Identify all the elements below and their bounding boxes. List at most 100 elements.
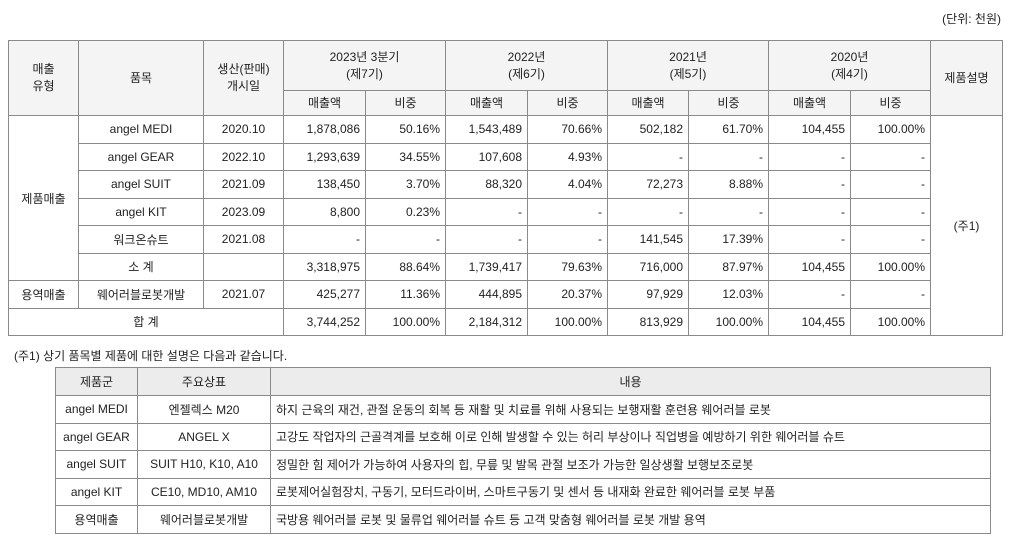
cell: 813,929 bbox=[607, 307, 690, 336]
cell: angel KIT bbox=[78, 197, 204, 226]
table-row: 소 계 3,318,975 88.64% 1,739,417 79.63% 716,000… bbox=[9, 252, 1003, 281]
table-row: 용역매출 웨어러블로봇개발 2021.07 425,277 11.36% 444,895 2… bbox=[8, 280, 1003, 309]
cell: 50.16% bbox=[364, 115, 447, 144]
table-row: angel KIT CE10, MD10, AM10 로봇제어실험장치, 구동기, … bbox=[55, 477, 991, 506]
header-cell: 제품군 bbox=[55, 367, 138, 396]
cell: 4.04% bbox=[527, 170, 609, 199]
cell: - bbox=[850, 280, 932, 309]
cell bbox=[203, 252, 284, 281]
cell: 88.64% bbox=[364, 252, 447, 281]
cell: - bbox=[768, 142, 852, 171]
table-row: angel MEDI 엔젤렉스 M20 하지 근육의 재건, 관절 운동의 회복 등… bbox=[55, 395, 991, 424]
header-cell: 매출액 bbox=[607, 90, 690, 116]
header-cell: 비중 bbox=[688, 90, 770, 116]
header-cell: 매출액 bbox=[445, 90, 529, 116]
cell: 425,277 bbox=[283, 280, 366, 309]
cell: - bbox=[688, 142, 770, 171]
cell: - bbox=[607, 197, 690, 226]
cell: - bbox=[850, 225, 932, 254]
cell: 100.00% bbox=[850, 115, 932, 144]
cell: 107,608 bbox=[445, 142, 529, 171]
cell: 444,895 bbox=[445, 280, 529, 309]
header-cell: 2020년 (제4기) bbox=[768, 40, 932, 91]
table-row: angel KIT 2023.09 8,800 0.23% - - - - - - bbox=[9, 197, 1003, 226]
cell: 용역매출 bbox=[8, 280, 79, 309]
cell: (주1) bbox=[930, 115, 1004, 336]
cell: 20.37% bbox=[527, 280, 609, 309]
cell: 104,455 bbox=[768, 307, 852, 336]
header-cell: 2021년 (제5기) bbox=[607, 40, 770, 91]
cell: 716,000 bbox=[607, 252, 690, 281]
cell: 100.00% bbox=[850, 252, 932, 281]
cell: 3,744,252 bbox=[283, 307, 366, 336]
cell: - bbox=[688, 197, 770, 226]
cell: 1,739,417 bbox=[445, 252, 529, 281]
cell: - bbox=[850, 197, 932, 226]
table-row: 제품매출 angel MEDI 2020.10 1,878,086 50.16% 1,54… bbox=[8, 115, 1004, 336]
cell: 97,929 bbox=[607, 280, 690, 309]
cell: 1,293,639 bbox=[283, 142, 366, 171]
cell: 웨어러블로봇개발 bbox=[78, 280, 204, 309]
header-row: 제품군 주요상표 내용 bbox=[55, 367, 991, 396]
cell: angel MEDI bbox=[78, 115, 204, 144]
cell: 1,878,086 bbox=[283, 115, 366, 144]
cell: 87.97% bbox=[688, 252, 770, 281]
cell: 34.55% bbox=[364, 142, 447, 171]
cell: 2021.07 bbox=[203, 280, 284, 309]
cell: 104,455 bbox=[768, 115, 852, 144]
cell: SUIT H10, K10, A10 bbox=[137, 450, 271, 479]
cell: - bbox=[850, 170, 932, 199]
cell: 2020.10 bbox=[203, 115, 284, 144]
cell: - bbox=[768, 225, 852, 254]
cell: 4.93% bbox=[527, 142, 609, 171]
cell: 17.39% bbox=[688, 225, 770, 254]
cell: - bbox=[850, 142, 932, 171]
cell: - bbox=[768, 280, 852, 309]
cell: 고강도 작업자의 근골격계를 보호해 이로 인해 발생할 수 있는 허리 부상이… bbox=[270, 422, 991, 451]
cell: 워크온슈트 bbox=[78, 225, 204, 254]
cell: - bbox=[445, 225, 529, 254]
header-cell: 매출액 bbox=[768, 90, 852, 116]
cell: - bbox=[364, 225, 447, 254]
cell: 소 계 bbox=[78, 252, 204, 281]
header-cell: 비중 bbox=[364, 90, 447, 116]
cell: 합 계 bbox=[8, 307, 284, 336]
cell: 정밀한 힘 제어가 가능하여 사용자의 힙, 무릎 및 발목 관절 보조가 가능… bbox=[270, 450, 991, 479]
header-cell: 2022년 (제6기) bbox=[445, 40, 609, 91]
cell: 로봇제어실험장치, 구동기, 모터드라이버, 스마트구동기 및 센서 등 내재화… bbox=[270, 477, 991, 506]
cell: 138,450 bbox=[283, 170, 366, 199]
table-row: 용역매출 웨어러블로봇개발 국방용 웨어러블 로봇 및 물류업 웨어러블 슈트 등 … bbox=[55, 505, 991, 534]
cell: 2,184,312 bbox=[445, 307, 529, 336]
table-row: angel GEAR 2022.10 1,293,639 34.55% 107,608 4… bbox=[9, 142, 1003, 171]
unit-label: (단위: 천원) bbox=[942, 12, 1001, 26]
cell: 61.70% bbox=[688, 115, 770, 144]
header-row: 매출 유형 품목 생산(판매) 개시일 2023년 3분기 (제7기) 2022년 (제… bbox=[8, 40, 1004, 116]
cell: 12.03% bbox=[688, 280, 770, 309]
table-row: angel SUIT 2021.09 138,450 3.70% 88,320 4.04%… bbox=[9, 170, 1003, 199]
cell: 하지 근육의 재건, 관절 운동의 회복 등 재활 및 치료를 위해 사용되는 … bbox=[270, 395, 991, 424]
cell: - bbox=[445, 197, 529, 226]
cell: 2021.09 bbox=[203, 170, 284, 199]
cell: 70.66% bbox=[527, 115, 609, 144]
header-cell: 비중 bbox=[527, 90, 609, 116]
header-cell: 매출 유형 bbox=[8, 40, 79, 116]
header-cell: 주요상표 bbox=[137, 367, 271, 396]
cell: 1,543,489 bbox=[445, 115, 529, 144]
cell: 79.63% bbox=[527, 252, 609, 281]
header-cell: 내용 bbox=[270, 367, 991, 396]
cell: 3,318,975 bbox=[283, 252, 366, 281]
table-row: angel SUIT SUIT H10, K10, A10 정밀한 힘 제어가 가능… bbox=[55, 450, 991, 479]
total-row: 합 계 3,744,252 100.00% 2,184,312 100.00% 813,9… bbox=[8, 307, 1003, 336]
cell: angel SUIT bbox=[78, 170, 204, 199]
cell: 100.00% bbox=[688, 307, 770, 336]
header-row: 매출액 비중 매출액 비중 매출액 비중 매출액 비중 bbox=[9, 90, 1003, 116]
sales-table: 매출 유형 품목 생산(판매) 개시일 2023년 3분기 (제7기) 2022년 (제… bbox=[8, 40, 1004, 336]
cell: angel GEAR bbox=[55, 422, 138, 451]
cell: 국방용 웨어러블 로봇 및 물류업 웨어러블 슈트 등 고객 맞춤형 웨어러블 … bbox=[270, 505, 991, 534]
cell: 엔젤렉스 M20 bbox=[137, 395, 271, 424]
cell: angel GEAR bbox=[78, 142, 204, 171]
cell: 웨어러블로봇개발 bbox=[137, 505, 271, 534]
cell: CE10, MD10, AM10 bbox=[137, 477, 271, 506]
header-cell: 비중 bbox=[850, 90, 932, 116]
